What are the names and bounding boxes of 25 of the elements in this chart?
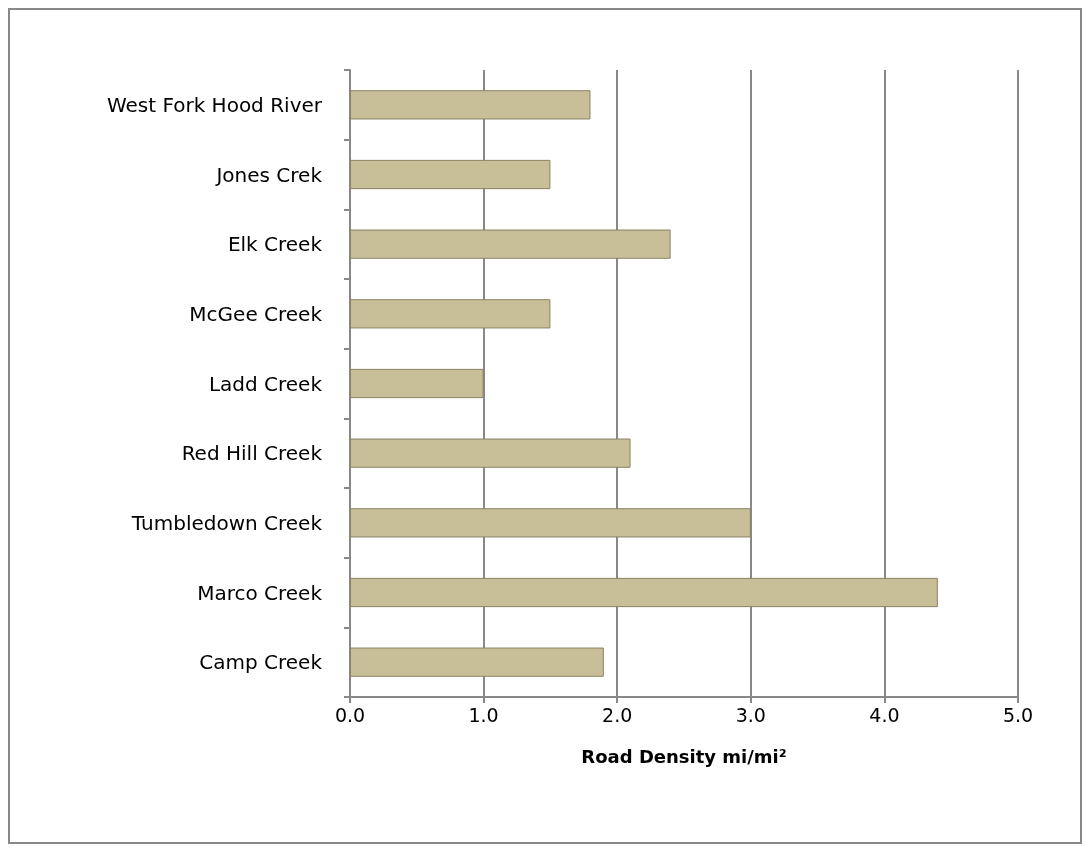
x-tick-label: 5.0 — [1002, 703, 1034, 726]
x-tick-label: 4.0 — [869, 703, 900, 726]
x-tick-label: 2.0 — [602, 703, 633, 726]
y-tick-label: Jones Crek — [214, 162, 323, 187]
y-tick-label: Camp Creek — [199, 650, 323, 675]
x-tick-label: 3.0 — [735, 703, 766, 726]
bar — [350, 368, 484, 399]
bar — [350, 299, 551, 329]
bar — [350, 159, 551, 190]
bar — [350, 438, 631, 468]
x-axis-title: Road Density mi/mi² — [581, 745, 787, 767]
y-tick-label: West Fork Hood River — [106, 92, 323, 117]
bar — [350, 229, 671, 259]
y-tick-label: Elk Creek — [227, 232, 323, 257]
y-tick-label: Ladd Creek — [208, 371, 323, 396]
bar — [350, 508, 751, 538]
x-tick-label: 1.0 — [468, 703, 499, 726]
bar — [350, 577, 938, 608]
y-tick-label: Tumbledown Creek — [130, 510, 323, 535]
x-tick-label: 0.0 — [334, 703, 366, 726]
bar — [350, 647, 604, 677]
y-tick-label: Marco Creek — [197, 580, 323, 605]
bar — [350, 90, 591, 120]
y-tick-label: Red Hill Creek — [181, 441, 323, 466]
y-tick-label: McGee Creek — [189, 301, 323, 326]
